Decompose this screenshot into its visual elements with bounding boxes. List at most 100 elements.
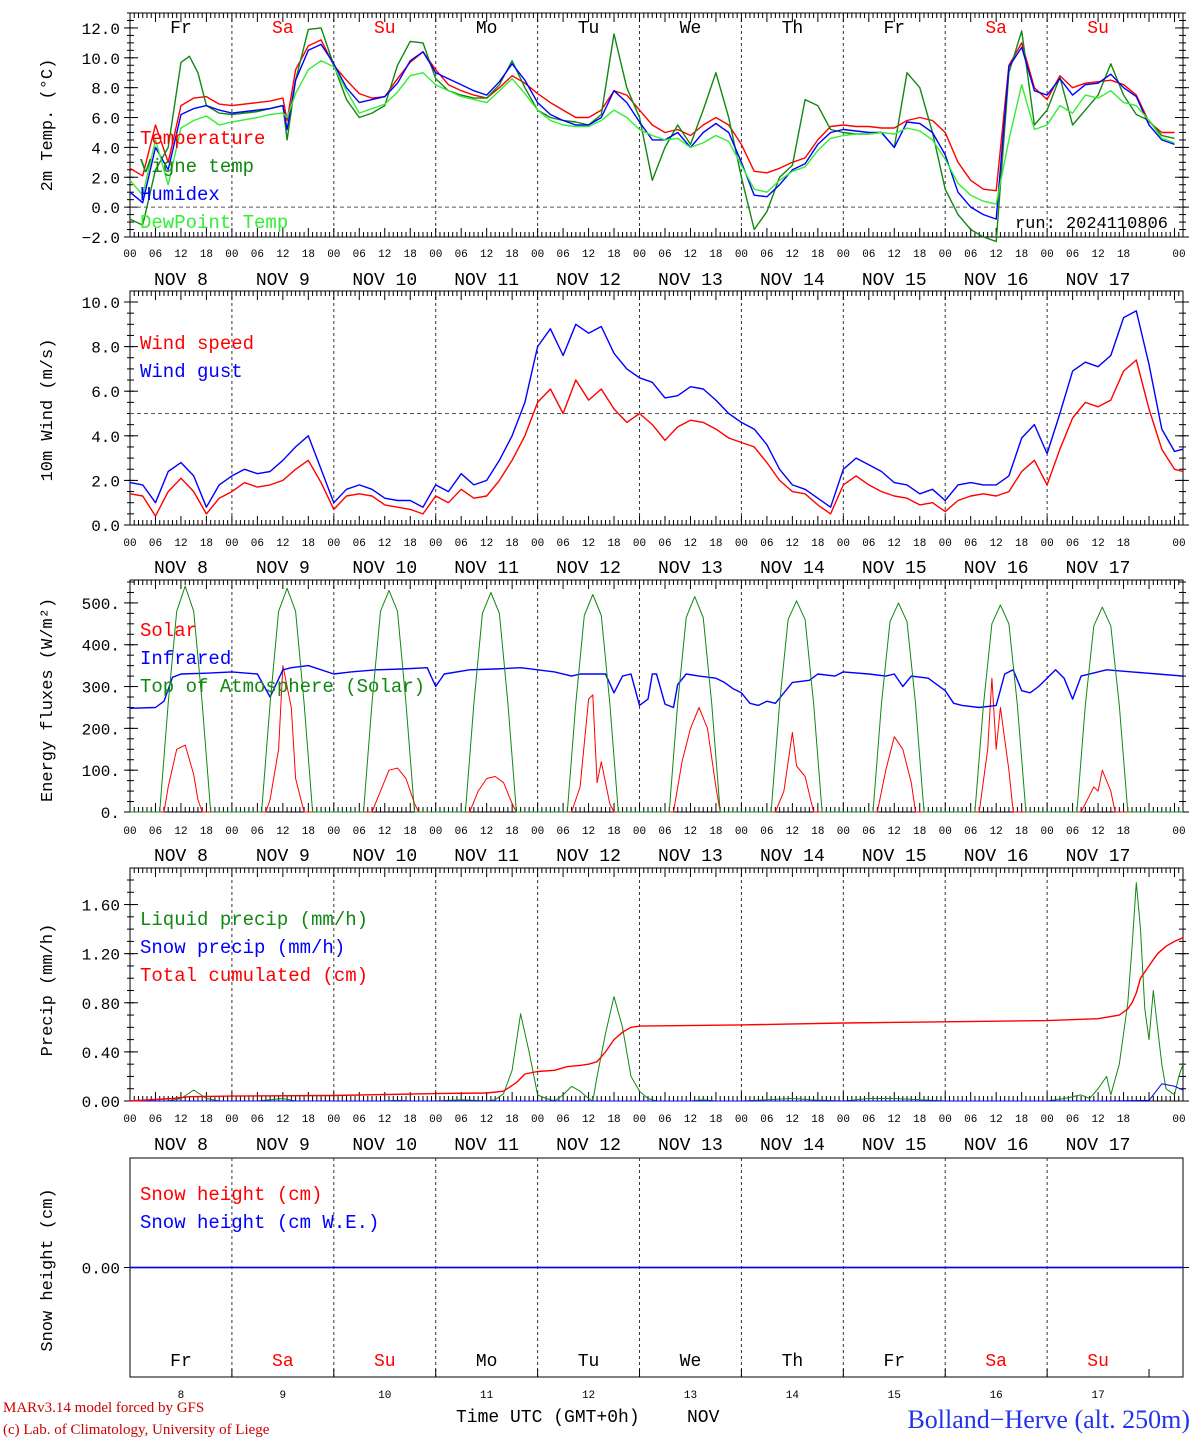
legend-entry: Total cumulated (cm) — [140, 965, 368, 987]
hour-tick-label: 06 — [964, 249, 977, 261]
hour-tick-label: 18 — [200, 538, 213, 550]
date-label: NOV 11 — [454, 1136, 519, 1156]
date-label: NOV 10 — [352, 271, 417, 291]
hour-tick-label: 06 — [251, 1114, 264, 1126]
station-name: Bolland−Herve (alt. 250m) — [907, 1405, 1190, 1434]
date-label: NOV 10 — [352, 559, 417, 579]
hour-tick-label: 00 — [735, 249, 748, 261]
legend-entry: Vigne temp — [140, 156, 254, 178]
hour-tick-label: 00 — [837, 1114, 850, 1126]
y-tick-label: 0.00 — [82, 1094, 120, 1112]
hour-tick-label: 06 — [964, 1114, 977, 1126]
weekday-label: Th — [782, 1352, 804, 1372]
hour-tick-label: 00 — [327, 249, 340, 261]
hour-tick-label: 18 — [811, 826, 824, 838]
hour-tick-label: 18 — [709, 826, 722, 838]
hour-tick-label: 18 — [811, 249, 824, 261]
y-tick-label: 1.60 — [82, 898, 120, 916]
hour-tick-label: 18 — [506, 538, 519, 550]
hour-tick-label: 06 — [251, 826, 264, 838]
run-annotation: run: 2024110806 — [1015, 215, 1168, 234]
hour-tick-label: 06 — [149, 249, 162, 261]
hour-tick-label: 12 — [174, 538, 187, 550]
hour-tick-label: 18 — [302, 1114, 315, 1126]
legend-entry: Snow height (cm W.E.) — [140, 1212, 379, 1234]
hour-tick-label: 18 — [1117, 1114, 1130, 1126]
day-number-label: 14 — [786, 1390, 800, 1402]
hour-tick-label: 00 — [735, 538, 748, 550]
date-label: NOV 8 — [154, 271, 208, 291]
series-line-dewpoint — [129, 60, 1175, 205]
hour-tick-label: 00 — [1041, 249, 1054, 261]
hour-tick-label: 12 — [582, 249, 595, 261]
weekday-label: Su — [1087, 1352, 1109, 1372]
y-tick-label: 2.0 — [91, 170, 120, 188]
y-tick-label: 12.0 — [82, 21, 120, 39]
hour-tick-label: 12 — [1091, 249, 1104, 261]
hour-tick-label: 18 — [913, 538, 926, 550]
date-label: NOV 13 — [658, 271, 723, 291]
hour-tick-label: 12 — [582, 1114, 595, 1126]
y-tick-label: 4.0 — [91, 429, 120, 447]
hour-tick-label: 06 — [556, 249, 569, 261]
hour-tick-label: 00 — [123, 1114, 136, 1126]
hour-tick-label: 00 — [429, 826, 442, 838]
date-label: NOV 11 — [454, 847, 519, 867]
y-tick-label: 0.40 — [82, 1045, 120, 1063]
hour-tick-label: 00 — [1172, 826, 1185, 838]
hour-tick-label: 18 — [1117, 538, 1130, 550]
legend-entry: Infrared — [140, 648, 231, 670]
hour-tick-label: 00 — [123, 249, 136, 261]
hour-tick-label: 18 — [607, 538, 620, 550]
hour-tick-label: 12 — [378, 249, 391, 261]
hour-tick-label: 06 — [353, 249, 366, 261]
hour-tick-label: 18 — [404, 249, 417, 261]
hour-tick-label: 18 — [302, 249, 315, 261]
series-line-toa — [130, 585, 1183, 813]
weekday-label: We — [680, 1352, 702, 1372]
weekday-label: Su — [374, 19, 396, 39]
x-axis-label: Time UTC (GMT+0h) — [456, 1408, 640, 1428]
hour-tick-label: 12 — [1091, 826, 1104, 838]
hour-tick-label: 12 — [684, 1114, 697, 1126]
hour-tick-label: 12 — [888, 538, 901, 550]
hour-tick-label: 06 — [556, 538, 569, 550]
hour-tick-label: 06 — [862, 1114, 875, 1126]
hour-tick-label: 18 — [913, 249, 926, 261]
y-tick-label: 6.0 — [91, 111, 120, 129]
hour-tick-label: 06 — [455, 249, 468, 261]
hour-tick-label: 00 — [1041, 826, 1054, 838]
credit-line-1: MARv3.14 model forced by GFS — [3, 1400, 204, 1416]
hour-tick-label: 12 — [990, 1114, 1003, 1126]
hour-tick-label: 12 — [174, 826, 187, 838]
series-line-wind_gust — [129, 310, 1184, 508]
y-tick-label: 0.0 — [91, 518, 120, 536]
hour-tick-label: 18 — [1117, 249, 1130, 261]
hour-tick-label: 06 — [658, 1114, 671, 1126]
weekday-label: Th — [782, 19, 804, 39]
hour-tick-label: 18 — [506, 826, 519, 838]
hour-tick-label: 18 — [200, 1114, 213, 1126]
hour-tick-label: 12 — [276, 1114, 289, 1126]
hour-tick-label: 18 — [709, 249, 722, 261]
date-label: NOV 11 — [454, 271, 519, 291]
weekday-label: Sa — [272, 1352, 294, 1372]
hour-tick-label: 00 — [939, 826, 952, 838]
y-tick-label: 400. — [82, 638, 120, 656]
series-line-snow_precip — [130, 1083, 1184, 1102]
y-axis-title: Precip (mm/h) — [39, 924, 58, 1057]
hour-tick-label: 00 — [939, 249, 952, 261]
hour-tick-label: 12 — [1091, 538, 1104, 550]
day-number-label: 8 — [178, 1390, 185, 1402]
hour-tick-label: 06 — [353, 1114, 366, 1126]
hour-tick-label: 06 — [1066, 1114, 1079, 1126]
hour-tick-label: 18 — [200, 826, 213, 838]
hour-tick-label: 12 — [786, 826, 799, 838]
y-tick-label: 200. — [82, 721, 120, 739]
month-label: NOV — [687, 1408, 720, 1428]
weekday-label: Sa — [272, 19, 294, 39]
y-tick-label: 0.0 — [91, 200, 120, 218]
hour-tick-label: 18 — [200, 249, 213, 261]
hour-tick-label: 00 — [1172, 538, 1185, 550]
